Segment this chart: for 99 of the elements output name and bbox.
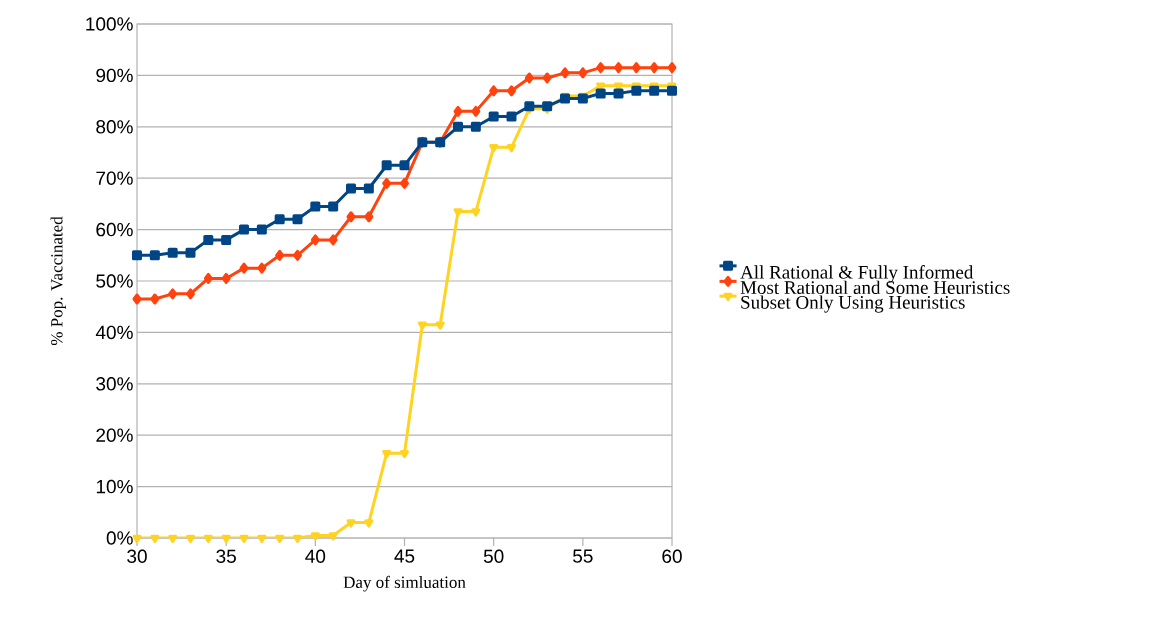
point [542,101,553,112]
point [275,249,285,261]
point [274,214,285,225]
point [435,321,445,330]
point [382,177,392,189]
point [185,534,196,543]
y-tick-label: 20% [96,428,133,442]
point [595,88,606,99]
point [560,67,570,79]
y-tick-label: 30% [96,377,133,391]
point [168,288,178,300]
y-tick-label: 60% [96,222,133,237]
point [364,519,374,528]
point [507,85,516,97]
point [292,534,303,543]
point [649,62,659,74]
point [221,534,231,543]
point [649,85,660,96]
point [185,247,196,258]
point [542,72,552,84]
point [488,111,499,122]
point [363,183,374,194]
point [310,234,320,246]
point [381,160,392,171]
point [328,201,339,212]
x-tick-label: 50 [483,549,504,563]
point [400,177,409,189]
y-tick-label: 100% [86,17,133,31]
point [257,534,267,543]
x-tick-label: 60 [662,549,682,563]
x-axis-title: Day of simluation [343,575,466,592]
point [221,272,231,284]
point [596,62,606,74]
point [578,67,588,79]
y-axis-title: % Pop. Vaccinated [50,216,67,346]
point [292,214,303,225]
x-tick-label: 30 [127,549,147,563]
y-tick-label: 70% [96,171,133,185]
point [399,160,410,171]
point [149,250,160,261]
point [203,534,213,543]
point [346,519,356,528]
point [346,211,356,223]
point [667,62,677,74]
point [382,449,392,459]
x-tick-label: 55 [573,549,593,563]
point [506,111,517,122]
point [132,293,142,305]
point [631,85,642,96]
point [524,72,534,84]
point [328,532,338,541]
point [506,144,517,153]
point [203,272,213,284]
point [489,144,499,153]
point [453,105,463,117]
point [614,62,623,74]
point [168,534,178,543]
point [203,234,214,245]
point [524,101,535,112]
point [132,534,142,543]
point [346,183,356,194]
point [257,262,267,274]
point [239,262,249,274]
point [399,449,410,459]
x-tick-label: 45 [394,549,415,563]
point [275,534,285,543]
y-tick-label: 10% [96,479,133,494]
point [221,234,232,245]
y-tick-label: 0% [106,531,133,545]
point [256,224,267,235]
point [453,208,463,217]
point [310,201,321,212]
x-tick-label: 40 [305,549,326,563]
y-tick-label: 50% [96,274,133,288]
point [150,534,160,543]
point [471,105,481,117]
y-tick-label: 80% [96,120,133,134]
x-tick-label: 35 [216,549,236,563]
point [364,211,374,223]
y-tick-label: 40% [95,325,133,340]
point [470,121,481,132]
point [489,85,499,97]
point [150,293,160,305]
point [186,288,195,300]
point [613,88,624,99]
point [471,208,481,217]
point [417,321,427,330]
point [453,121,463,132]
point [239,534,249,543]
point [132,250,142,261]
point [293,249,302,261]
point [667,85,678,96]
legend-label: Subset Only Using Heuristics [741,295,965,313]
y-tick-label: 90% [96,68,133,83]
point [328,234,338,246]
point [631,62,641,74]
point [310,532,320,541]
point [167,247,178,258]
point [239,224,249,235]
